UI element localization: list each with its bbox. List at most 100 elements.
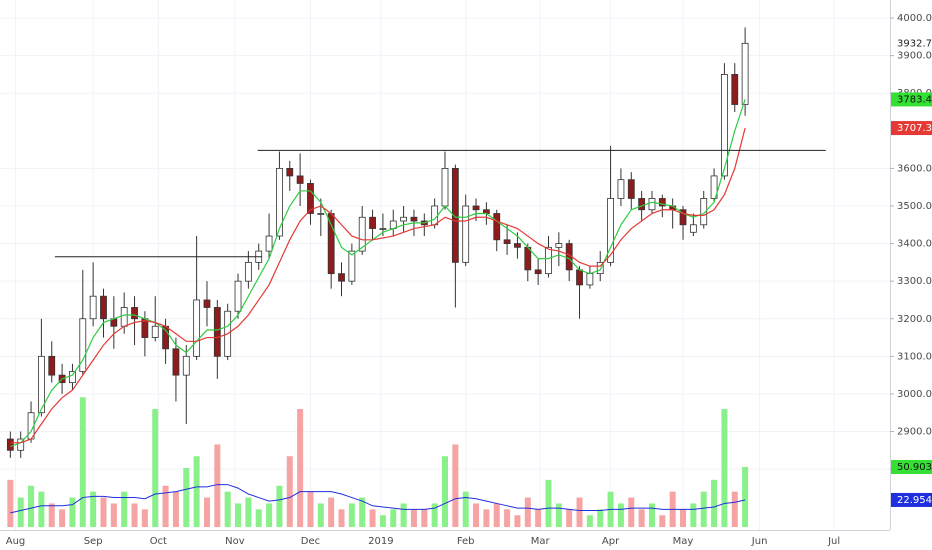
volume-bar — [369, 509, 376, 528]
volume-bar — [162, 485, 169, 528]
volume-bar — [38, 491, 45, 528]
volume-bar — [17, 497, 24, 528]
candle-body — [607, 198, 614, 263]
candle-body — [120, 307, 128, 327]
candle-body — [182, 355, 190, 376]
candle-body — [48, 355, 56, 376]
candle-body — [679, 209, 687, 226]
slow-ma-label: 3707.35 — [897, 123, 932, 134]
volume-bar — [700, 491, 707, 528]
slow-ma-label-bg — [891, 121, 932, 136]
volume-bar — [90, 491, 97, 528]
candle-body — [6, 438, 14, 451]
volume-ma-label: 22.954K — [897, 495, 932, 506]
volume-bar — [379, 515, 386, 528]
candle-body — [234, 280, 242, 312]
candle-body — [203, 299, 211, 308]
candle-body — [710, 175, 718, 199]
volume-bar — [214, 444, 221, 528]
candle-body — [369, 216, 376, 229]
candle-body — [296, 175, 304, 184]
volume-bar — [400, 503, 407, 528]
candle-body — [244, 261, 252, 282]
volume-bar — [576, 497, 583, 528]
volume-bar — [431, 503, 438, 528]
fast-ma-label: 3783.45 — [897, 94, 932, 105]
volume-bar — [545, 479, 552, 528]
volume-ma-label-bg — [891, 492, 932, 507]
volume-bar — [731, 491, 738, 528]
y-tick-label: 3600.00 — [897, 163, 932, 174]
x-tick-label: Sep — [84, 536, 103, 547]
volume-bar — [690, 503, 697, 528]
volume-bar — [276, 485, 283, 528]
volume-bar — [711, 479, 718, 528]
candle-body — [338, 273, 345, 282]
volume-bar — [566, 509, 573, 528]
volume-bar — [48, 503, 55, 528]
candle-body — [503, 239, 511, 244]
volume-bar — [172, 491, 179, 528]
candle-body — [172, 348, 180, 376]
volume-bar — [390, 509, 397, 528]
candle-body — [89, 295, 97, 320]
x-tick-label: Aug — [6, 536, 26, 547]
candle-body — [379, 228, 387, 230]
candle-body — [213, 307, 221, 357]
volume-bar — [183, 468, 190, 528]
volume-bar — [648, 503, 655, 528]
volume-bar — [555, 503, 562, 528]
candle-body — [586, 273, 594, 286]
volume-bar — [328, 497, 335, 528]
candle-body — [348, 250, 356, 282]
x-tick-label: Oct — [150, 536, 167, 547]
y-tick-label: 3400.00 — [897, 239, 932, 250]
volume-bar — [317, 503, 324, 528]
volume-bar — [535, 509, 542, 528]
candle-body — [276, 167, 283, 237]
candle-body — [410, 216, 418, 222]
x-tick-label: Nov — [225, 536, 245, 547]
candle-body — [131, 307, 138, 320]
volume-bar — [524, 497, 531, 528]
candle-body — [431, 205, 439, 226]
volume-bar — [628, 497, 635, 528]
y-tick-label: 3500.00 — [897, 201, 932, 212]
last-price-label: 3932.75 — [897, 38, 932, 49]
candle-body — [617, 179, 625, 199]
volume-bar — [152, 409, 159, 528]
last-price-label-bg — [891, 36, 932, 51]
candle-body — [555, 243, 563, 248]
candle-body — [596, 261, 604, 275]
volume-ma-line — [10, 484, 746, 514]
candle-body — [307, 183, 314, 214]
volume-label-bg — [891, 459, 932, 474]
volume-bar — [617, 503, 624, 528]
volume-bar — [100, 497, 107, 528]
volume-bar — [493, 503, 500, 528]
candle-body — [441, 167, 449, 207]
volume-bar — [203, 497, 210, 528]
volume-bar — [59, 509, 66, 528]
volume-bar — [141, 509, 148, 528]
candle-body — [514, 243, 521, 248]
candle-body — [37, 355, 45, 414]
candle-body — [151, 325, 159, 338]
volume-bar — [680, 509, 687, 528]
volume-bar — [359, 497, 366, 528]
volume-bar — [255, 509, 262, 528]
y-tick-label: 3200.00 — [897, 314, 932, 325]
volume-bar — [286, 456, 293, 528]
candle-body — [689, 224, 697, 233]
volume-bar — [462, 491, 469, 528]
candle-body — [493, 213, 501, 241]
volume-bar — [597, 509, 604, 528]
y-tick-label: 4000.00 — [897, 13, 932, 24]
y-tick-label: 3300.00 — [897, 276, 932, 287]
volume-bar — [442, 456, 448, 528]
moving-average-line — [10, 99, 746, 448]
candle-body — [400, 216, 408, 222]
candle-body — [700, 198, 708, 226]
volume-bar — [235, 503, 242, 528]
